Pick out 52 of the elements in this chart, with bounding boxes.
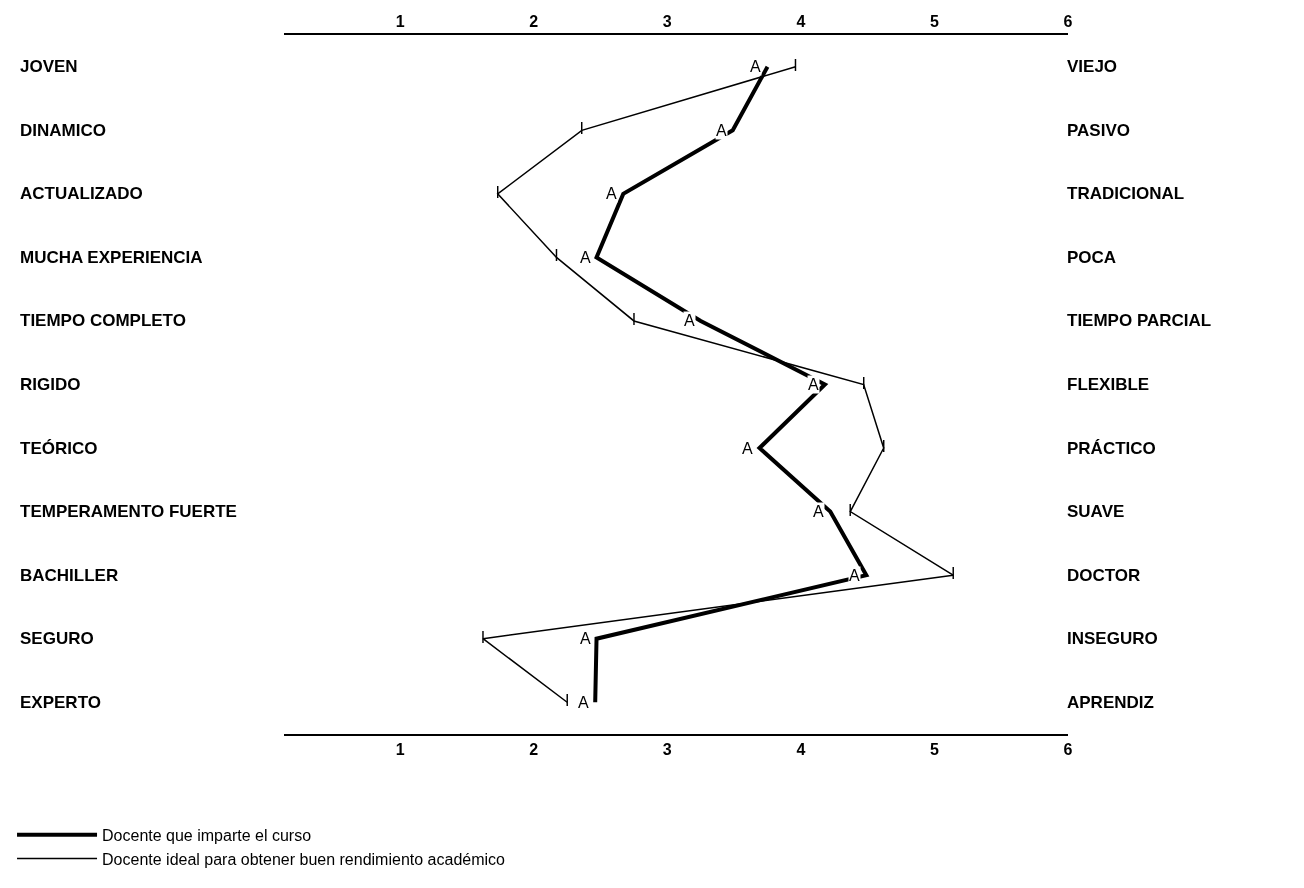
y2-tick-label: TIEMPO PARCIAL: [1067, 311, 1212, 330]
data-label: I: [848, 501, 853, 519]
y-tick-label: EXPERTO: [20, 693, 101, 712]
y2-tick-label: VIEJO: [1067, 57, 1118, 76]
y2-tick-label: APRENDIZ: [1067, 693, 1154, 712]
data-label: A: [578, 694, 589, 711]
y2-tick-label: PRÁCTICO: [1067, 439, 1156, 458]
y-tick-label: TEÓRICO: [20, 439, 98, 458]
y-tick-label: BACHILLER: [20, 566, 119, 585]
data-label: I: [480, 628, 486, 646]
data-label: A: [684, 312, 695, 329]
y-tick-label: RIGIDO: [20, 375, 81, 394]
legend-label: Docente que imparte el curso: [102, 827, 312, 845]
y2-tick-label: SUAVE: [1067, 502, 1125, 521]
data-label: A: [813, 503, 824, 520]
y-tick-label: MUCHA EXPERIENCIA: [20, 248, 203, 267]
x2-tick-label: 6: [1063, 741, 1073, 759]
x2-tick-label: 5: [929, 741, 939, 759]
x2-tick-label: 1: [395, 741, 405, 759]
x2-tick-label: 3: [662, 741, 672, 759]
legend-label: Docente ideal para obtener buen rendimiento académico: [102, 850, 506, 868]
x-tick-label: 4: [796, 12, 806, 30]
data-label: A: [742, 440, 753, 457]
x-tick-label: 2: [529, 12, 539, 30]
x2-tick-label: 2: [529, 741, 539, 759]
y-tick-label: DINAMICO: [20, 121, 106, 140]
y2-tick-label: TRADICIONAL: [1067, 184, 1185, 203]
y-tick-label: SEGURO: [20, 629, 94, 648]
x-tick-label: 5: [929, 12, 939, 30]
data-label: A: [808, 376, 819, 393]
x-tick-label: 3: [662, 12, 672, 30]
x2-tick-label: 4: [796, 741, 806, 759]
y-tick-label: TIEMPO COMPLETO: [20, 311, 186, 330]
data-label: I: [495, 183, 500, 201]
y2-tick-label: INSEGURO: [1067, 629, 1158, 648]
x-tick-label: 6: [1063, 12, 1073, 30]
data-label: A: [750, 58, 761, 75]
data-label: A: [849, 567, 860, 584]
data-label: I: [564, 692, 570, 710]
x-tick-label: 1: [395, 12, 405, 30]
y2-tick-label: PASIVO: [1067, 121, 1130, 140]
data-label: A: [606, 185, 617, 202]
y-tick-label: TEMPERAMENTO FUERTE: [20, 502, 237, 521]
y2-tick-label: POCA: [1067, 248, 1117, 267]
y-tick-label: ACTUALIZADO: [20, 184, 143, 203]
data-label: A: [580, 630, 591, 647]
data-label: A: [716, 122, 727, 139]
data-label: A: [580, 249, 591, 266]
y-tick-label: JOVEN: [20, 57, 78, 76]
y2-tick-label: DOCTOR: [1067, 566, 1141, 585]
y2-tick-label: FLEXIBLE: [1067, 375, 1150, 394]
data-label: I: [793, 56, 798, 74]
